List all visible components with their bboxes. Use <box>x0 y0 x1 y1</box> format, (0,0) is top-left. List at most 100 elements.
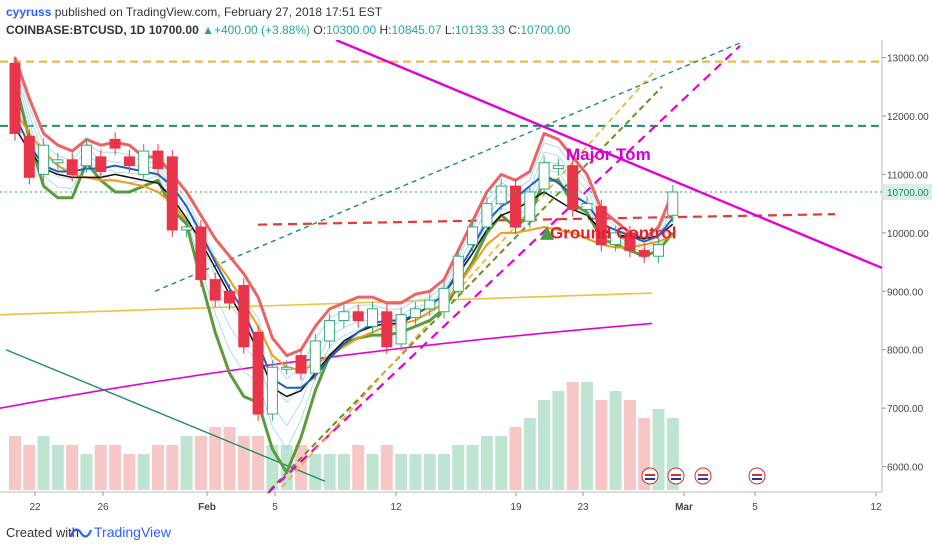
volume-bar <box>252 436 265 490</box>
candle-body <box>495 185 507 205</box>
candle-body <box>467 226 479 246</box>
red-dashed-support <box>257 213 836 226</box>
volume-bar <box>80 454 93 490</box>
flag-stripe-icon <box>671 478 681 480</box>
high-label: H: <box>379 23 392 37</box>
volume-bar <box>152 445 164 490</box>
volume-bar <box>223 427 236 490</box>
x-tick-label: 12 <box>390 502 402 513</box>
footer: Created with TradingView <box>0 518 932 550</box>
current-price-label: 10700.00 <box>887 188 929 199</box>
flag-stripe-icon <box>645 478 655 480</box>
volume-bar <box>466 445 479 490</box>
open-label: O: <box>313 23 327 37</box>
volume-bar <box>194 436 207 490</box>
up-triangle-marker <box>540 225 554 240</box>
volume-bar <box>295 445 307 490</box>
x-tick-label: 26 <box>97 502 109 513</box>
candle-body <box>309 340 321 374</box>
tradingview-brand[interactable]: TradingView <box>94 524 172 540</box>
candle-body <box>624 232 636 251</box>
volume-bar <box>609 391 622 490</box>
orange-moving-average <box>14 109 674 372</box>
candle-body <box>152 150 164 170</box>
volume-bar <box>495 436 508 490</box>
candle-body <box>81 144 92 167</box>
current-price-tag <box>883 183 932 200</box>
low-value: 10133.33 <box>454 23 505 37</box>
candle-body <box>266 366 278 415</box>
volume-bar <box>309 454 322 490</box>
volume-bar <box>552 391 565 490</box>
volume-bar <box>595 400 608 490</box>
tradingview-logo-icon <box>70 528 92 538</box>
candle-body <box>252 331 264 415</box>
magenta-descending-trendline <box>335 40 883 270</box>
y-tick-label: 13000.00 <box>887 54 929 65</box>
volume-bar <box>438 454 450 490</box>
y-tick-label: 11000.00 <box>887 170 928 181</box>
candle-body <box>166 156 178 231</box>
candle-body <box>638 249 650 257</box>
flag-stripe-icon <box>752 474 762 476</box>
candle-body <box>438 287 450 313</box>
candle-body <box>138 150 150 175</box>
major-tom-annotation: Major Tom <box>566 145 651 164</box>
candle-body <box>52 159 64 164</box>
symbol-line: COINBASE:BTCUSD, 1D 10700.00 ▲+400.00 (+… <box>6 23 570 37</box>
candle-body <box>324 320 336 342</box>
volume-bar <box>66 445 79 490</box>
volume-bar <box>9 436 21 490</box>
price-change: +400.00 (+3.88%) <box>213 23 311 37</box>
candle-body <box>9 62 21 135</box>
volume-bar <box>452 445 465 490</box>
volume-bar <box>581 382 593 490</box>
candle-body <box>195 226 207 281</box>
volume-bar <box>623 400 636 490</box>
chart-header: cyyruss published on TradingView.com, Fe… <box>0 0 932 40</box>
candle-body <box>95 156 107 172</box>
candle-body <box>38 144 50 175</box>
candle-body <box>23 135 35 178</box>
candle-body <box>367 308 378 327</box>
volume-bar <box>109 445 122 490</box>
volume-bar <box>480 436 493 490</box>
blue-moving-average <box>14 115 674 389</box>
candle-body <box>610 232 622 246</box>
volume-bar <box>337 454 350 490</box>
last-price: 10700.00 <box>148 23 199 37</box>
candle-body <box>281 366 293 370</box>
open-value: 10300.00 <box>326 23 377 37</box>
candle-body <box>295 355 307 374</box>
magenta-ascending-dashed-trendline <box>267 45 741 494</box>
candle-body <box>510 185 521 228</box>
up-arrow-icon: ▲ <box>202 23 214 37</box>
candle-body <box>109 138 121 149</box>
close-value: 10700.00 <box>520 23 571 37</box>
volume-bar <box>166 445 179 490</box>
y-tick-label: 9000.00 <box>887 287 924 298</box>
price-chart[interactable]: Major Tom Ground Control 13000.00 12000.00 1… <box>0 40 932 518</box>
x-tick-label: 5 <box>752 502 758 513</box>
x-tick-label: Mar <box>675 502 693 513</box>
flag-stripe-icon <box>645 474 655 476</box>
candle-body <box>209 279 221 301</box>
candle-body <box>595 206 607 246</box>
flag-stripe-icon <box>752 478 762 480</box>
red-band-line <box>13 57 675 358</box>
y-tick-label: 8000.00 <box>887 346 924 357</box>
volume-bar <box>94 445 107 490</box>
symbol-name[interactable]: COINBASE:BTCUSD, 1D <box>6 23 146 37</box>
volume-bar <box>237 436 250 490</box>
created-with-label: Created with <box>6 525 79 540</box>
yellow-moving-average <box>0 292 653 316</box>
candle-body <box>524 191 536 222</box>
volume-bar <box>523 418 536 490</box>
volume-bar <box>23 445 36 490</box>
volume-bar <box>409 454 422 490</box>
candle-body <box>395 314 407 345</box>
y-tick-label: 7000.00 <box>887 404 924 415</box>
volume-bar <box>51 445 64 490</box>
volume-bar <box>123 454 136 490</box>
author-link[interactable]: cyyruss <box>6 5 52 19</box>
